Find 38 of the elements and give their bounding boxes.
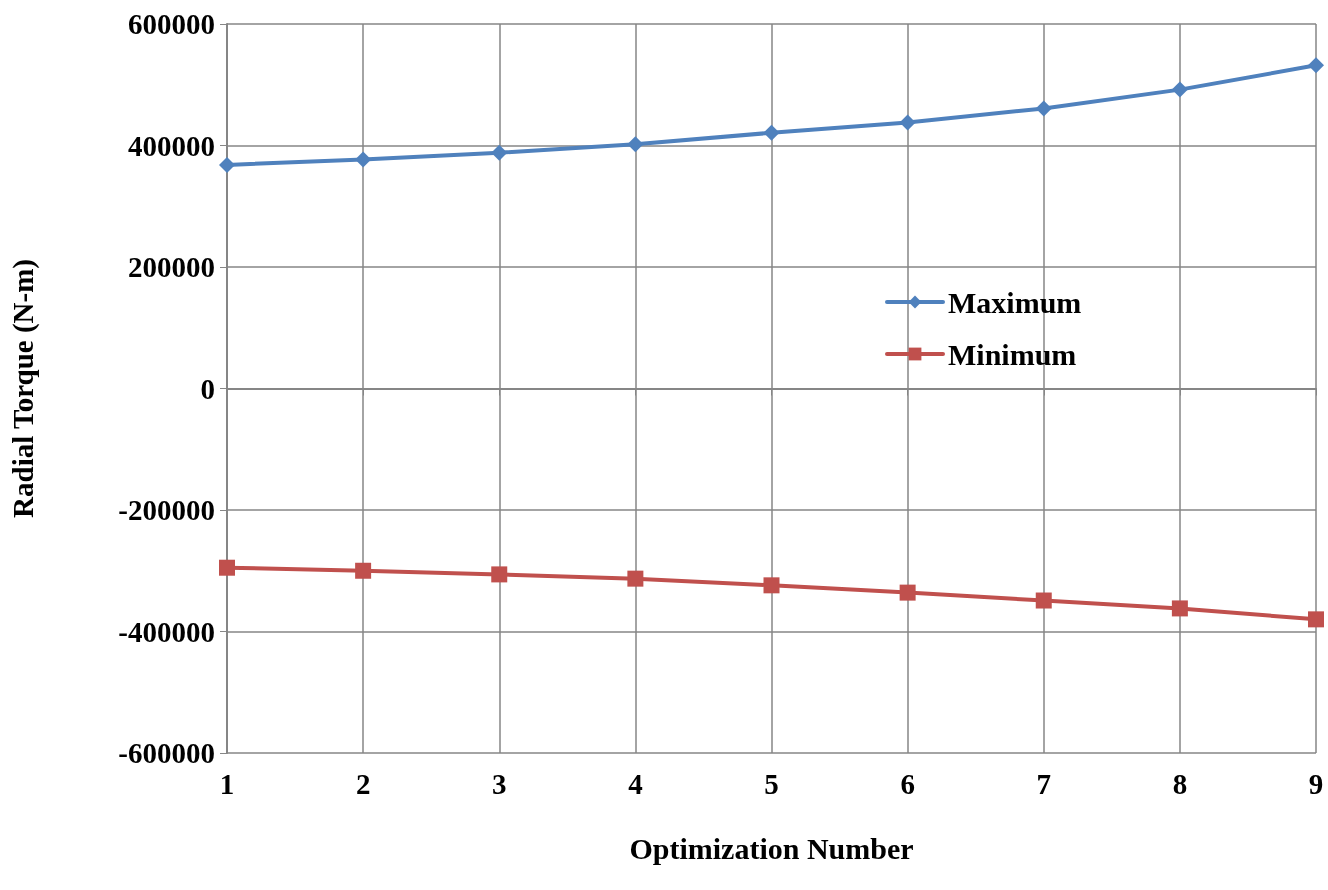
point (1171, 81, 1188, 98)
point (1171, 600, 1188, 617)
point (763, 577, 780, 594)
x-tick-label: 5 (764, 767, 779, 800)
x-tick-label: 6 (900, 767, 915, 800)
point (627, 570, 644, 587)
point (899, 114, 916, 131)
point (627, 136, 644, 153)
point (219, 559, 235, 576)
point (219, 156, 235, 173)
point (355, 562, 372, 579)
x-tick-label: 1 (219, 767, 235, 800)
x-tick-label: 7 (1036, 767, 1051, 800)
y-axis-title: Radial Torque (N-m) (6, 259, 40, 518)
x-tick-label: 9 (1308, 767, 1324, 800)
x-tick-label: 2 (355, 767, 371, 800)
y-tick-label: -400000 (118, 615, 215, 648)
point (899, 584, 916, 601)
legend-label: Maximum (948, 285, 1082, 319)
y-tick-label: -600000 (118, 737, 215, 769)
y-tick-label: 0 (200, 372, 215, 405)
point (355, 151, 372, 168)
y-tick-label: 600000 (128, 8, 215, 40)
x-tick-label: 3 (492, 767, 507, 800)
point (1308, 611, 1324, 628)
y-tick-label: 400000 (128, 129, 215, 162)
y-tick-label: 200000 (128, 251, 215, 283)
point (763, 124, 780, 141)
point (1035, 592, 1052, 609)
x-tick-label: 8 (1172, 767, 1188, 800)
x-axis-title: Optimization Number (629, 831, 914, 865)
y-tick-label: -200000 (118, 494, 215, 526)
point (491, 566, 508, 583)
point (1308, 57, 1324, 74)
x-tick-label: 4 (628, 767, 643, 800)
point (491, 144, 508, 161)
legend-label: Minimum (948, 337, 1077, 371)
point (1035, 100, 1052, 117)
